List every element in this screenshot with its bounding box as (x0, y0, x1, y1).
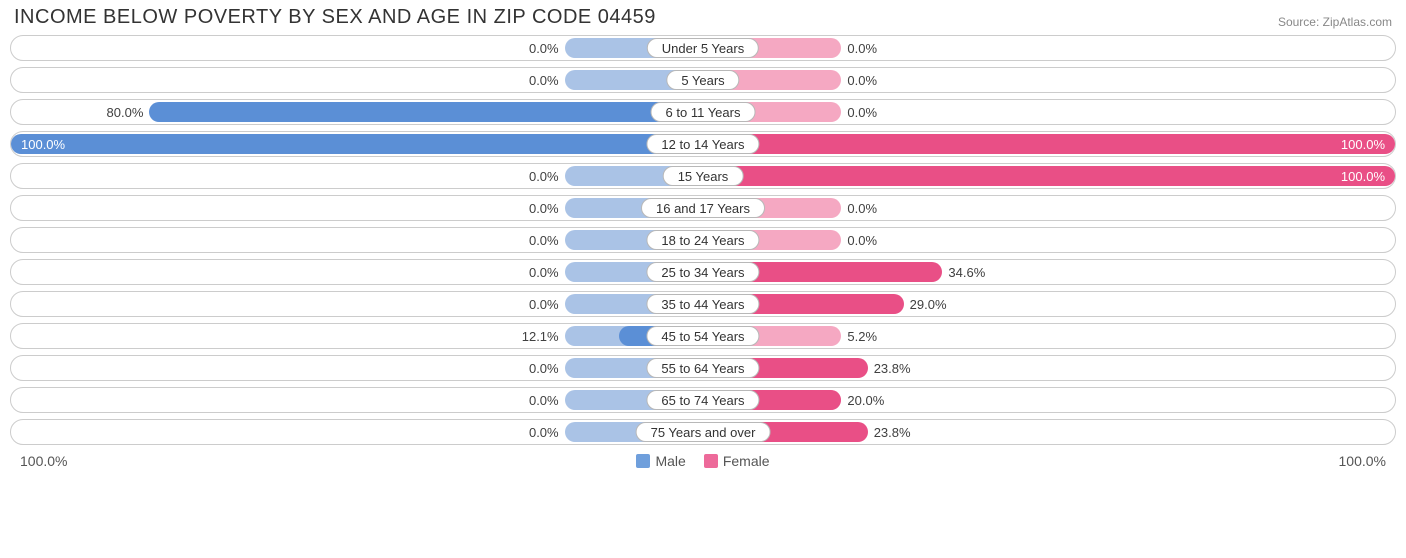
female-value-bar (703, 166, 1395, 186)
chart-row: 12.1% 5.2% 45 to 54 Years (10, 323, 1396, 349)
chart-row: 0.0% 100.0% 15 Years (10, 163, 1396, 189)
female-value-label: 0.0% (847, 100, 877, 124)
male-value-label: 0.0% (529, 420, 559, 444)
legend-male: Male (636, 453, 685, 469)
category-label: 18 to 24 Years (646, 230, 759, 250)
male-value-label: 0.0% (529, 356, 559, 380)
female-value-label: 0.0% (847, 68, 877, 92)
male-value-label: 0.0% (529, 36, 559, 60)
category-label: 6 to 11 Years (651, 102, 756, 122)
chart-row: 0.0% 23.8% 75 Years and over (10, 419, 1396, 445)
category-label: Under 5 Years (647, 38, 759, 58)
chart-row: 0.0% 0.0% 5 Years (10, 67, 1396, 93)
female-value-label: 0.0% (847, 196, 877, 220)
male-value-label: 100.0% (21, 132, 65, 156)
male-swatch-icon (636, 454, 650, 468)
female-value-label: 0.0% (847, 228, 877, 252)
chart-row: 0.0% 20.0% 65 to 74 Years (10, 387, 1396, 413)
female-value-label: 20.0% (847, 388, 884, 412)
legend-female-label: Female (723, 453, 770, 469)
chart-row: 0.0% 23.8% 55 to 64 Years (10, 355, 1396, 381)
female-value-label: 29.0% (910, 292, 947, 316)
male-value-label: 0.0% (529, 260, 559, 284)
male-value-label: 12.1% (522, 324, 559, 348)
category-label: 45 to 54 Years (646, 326, 759, 346)
category-label: 5 Years (666, 70, 739, 90)
female-value-label: 34.6% (948, 260, 985, 284)
female-value-label: 5.2% (847, 324, 877, 348)
female-swatch-icon (704, 454, 718, 468)
category-label: 15 Years (663, 166, 744, 186)
female-value-label: 0.0% (847, 36, 877, 60)
chart-row: 0.0% 29.0% 35 to 44 Years (10, 291, 1396, 317)
chart-row: 0.0% 0.0% 18 to 24 Years (10, 227, 1396, 253)
male-value-label: 0.0% (529, 164, 559, 188)
male-value-label: 0.0% (529, 292, 559, 316)
chart-row: 100.0% 100.0% 12 to 14 Years (10, 131, 1396, 157)
female-value-label: 23.8% (874, 420, 911, 444)
female-value-bar (703, 134, 1395, 154)
chart-row: 0.0% 0.0% Under 5 Years (10, 35, 1396, 61)
chart-row: 0.0% 34.6% 25 to 34 Years (10, 259, 1396, 285)
legend: Male Female (67, 453, 1338, 469)
male-value-label: 0.0% (529, 196, 559, 220)
female-value-label: 23.8% (874, 356, 911, 380)
male-value-label: 0.0% (529, 68, 559, 92)
male-value-bar (11, 134, 703, 154)
legend-male-label: Male (655, 453, 685, 469)
legend-female: Female (704, 453, 770, 469)
male-value-label: 80.0% (107, 100, 144, 124)
category-label: 16 and 17 Years (641, 198, 765, 218)
chart-area: 0.0% 0.0% Under 5 Years 0.0% 0.0% 5 Years 80.0… (0, 31, 1406, 445)
male-value-bar (149, 102, 703, 122)
chart-row: 0.0% 0.0% 16 and 17 Years (10, 195, 1396, 221)
category-label: 12 to 14 Years (646, 134, 759, 154)
chart-footer: 100.0% Male Female 100.0% (0, 451, 1406, 479)
chart-row: 80.0% 0.0% 6 to 11 Years (10, 99, 1396, 125)
axis-right-label: 100.0% (1339, 453, 1386, 469)
category-label: 55 to 64 Years (646, 358, 759, 378)
female-value-label: 100.0% (1341, 164, 1385, 188)
category-label: 25 to 34 Years (646, 262, 759, 282)
chart-header: INCOME BELOW POVERTY BY SEX AND AGE IN Z… (0, 0, 1406, 31)
male-value-label: 0.0% (529, 388, 559, 412)
category-label: 65 to 74 Years (646, 390, 759, 410)
male-value-label: 0.0% (529, 228, 559, 252)
female-value-label: 100.0% (1341, 132, 1385, 156)
category-label: 35 to 44 Years (646, 294, 759, 314)
chart-title: INCOME BELOW POVERTY BY SEX AND AGE IN Z… (14, 6, 656, 29)
axis-left-label: 100.0% (20, 453, 67, 469)
category-label: 75 Years and over (636, 422, 771, 442)
chart-source: Source: ZipAtlas.com (1278, 15, 1392, 29)
